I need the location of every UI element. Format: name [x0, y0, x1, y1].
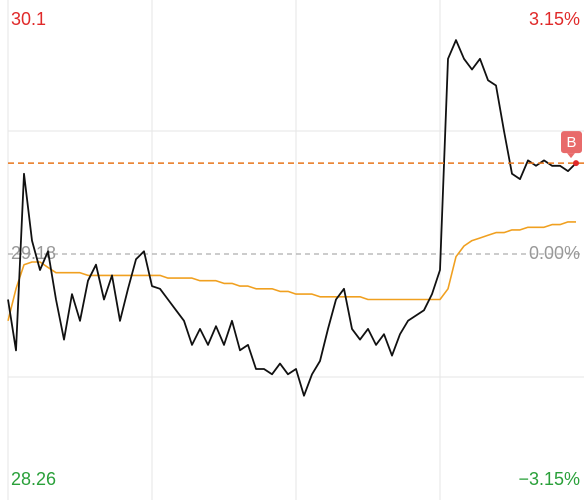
y-tick-label: 28.26: [11, 469, 56, 489]
y2-tick-label: −3.15%: [518, 469, 580, 489]
series-line: [7, 221, 576, 321]
vertical-grid: [7, 0, 441, 500]
y2-tick-label: 0.00%: [529, 243, 580, 263]
marker-label: B: [566, 134, 576, 151]
marker-badge: [561, 131, 582, 154]
current-dot: [573, 160, 579, 167]
y2-tick-label: 3.15%: [529, 9, 580, 29]
marker-pointer: [567, 153, 575, 159]
series-line: [7, 39, 577, 397]
y-tick-label: 30.1: [11, 9, 46, 29]
